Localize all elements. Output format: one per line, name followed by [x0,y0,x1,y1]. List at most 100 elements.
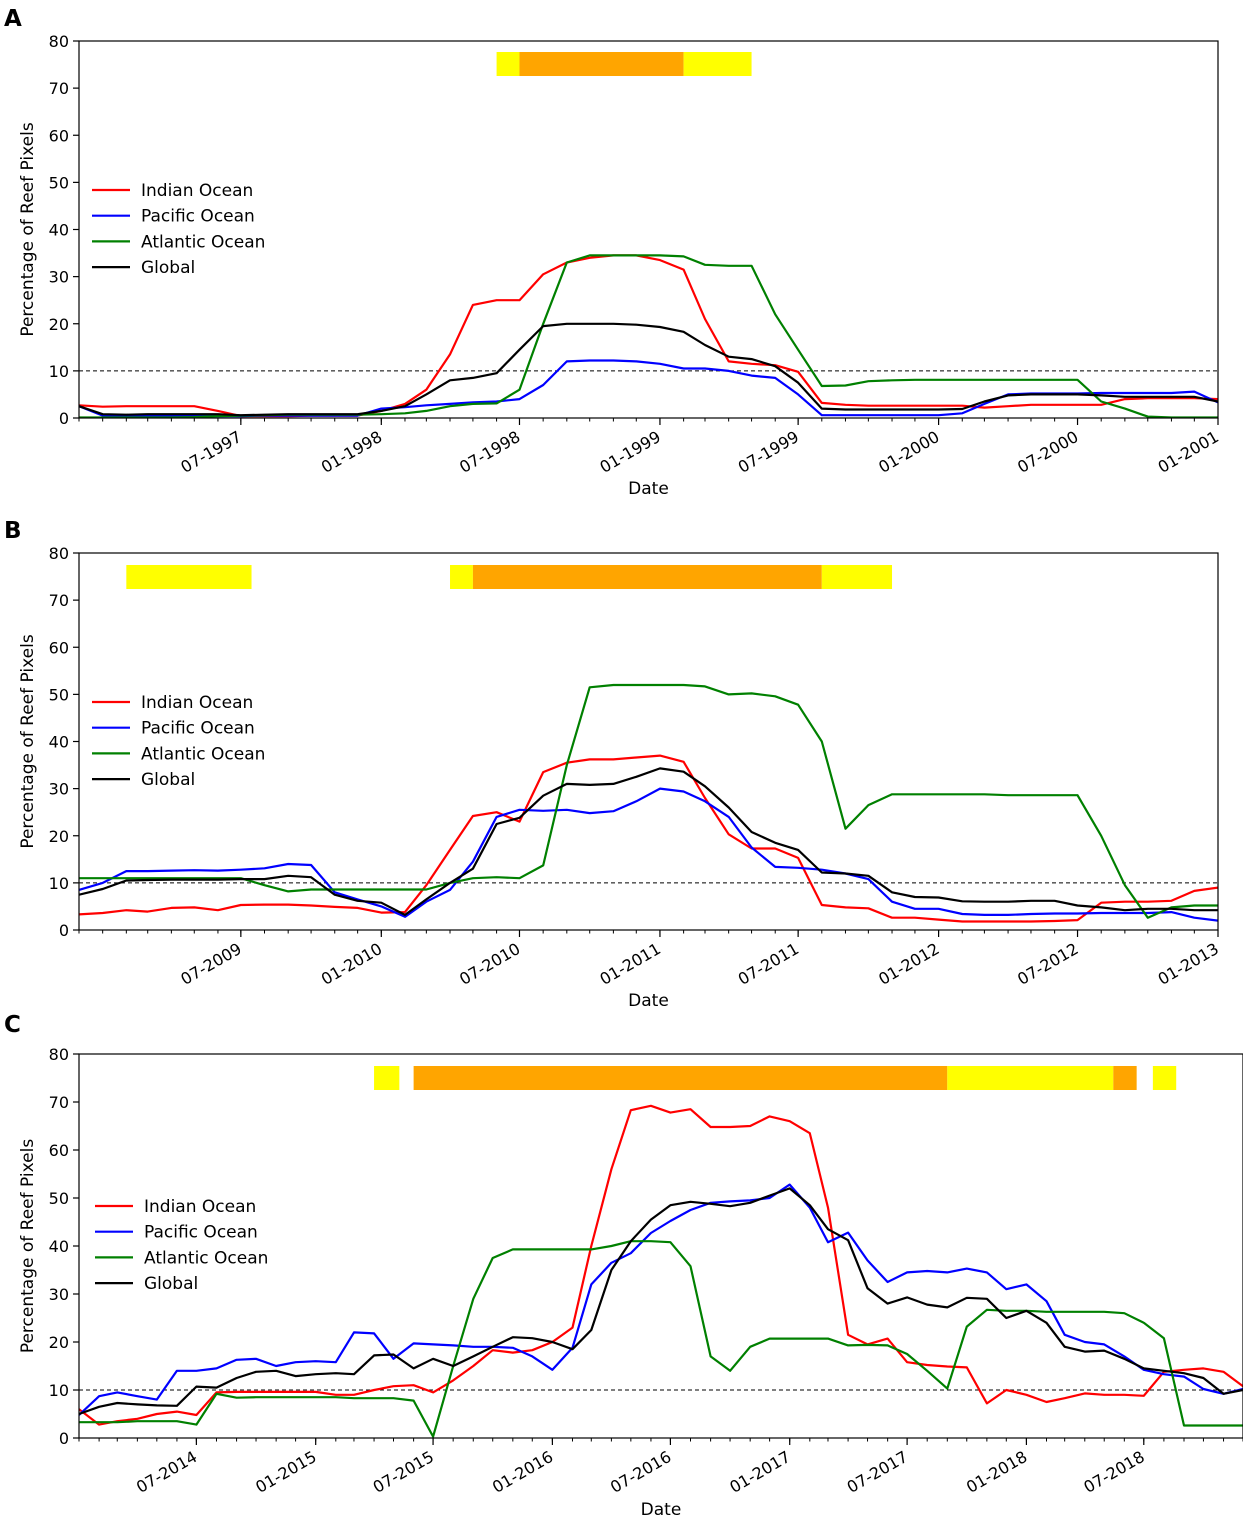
legend-label: Indian Ocean [144,1197,256,1217]
x-tick-label: 01-1998 [318,427,385,477]
bleaching-alert-band [821,565,893,589]
x-axis-label: Date [628,991,669,1011]
x-tick-label: 07-2010 [456,939,523,989]
y-tick-label: 80 [49,544,69,563]
legend-label: Pacific Ocean [144,1223,258,1243]
panel-b: 0 10 20 30 40 50 60 70 80 07-2009 01-2010 07-2010 01… [4,518,1222,1011]
y-tick-label: 60 [49,638,69,657]
x-tick-label: 07-2009 [177,939,244,989]
x-axis-label: Date [641,1500,682,1520]
x-tick-label: 01-2018 [963,1447,1030,1497]
x-axis-label: Date [628,479,669,499]
y-tick-label: 10 [49,362,69,381]
x-tick-label: 07-2018 [1080,1447,1147,1497]
y-tick-label: 70 [49,1093,69,1112]
legend-label: Atlantic Ocean [141,744,265,764]
y-tick-label: 20 [49,1333,69,1352]
x-tick-label: 01-2001 [1155,427,1222,477]
series-line-global [79,322,1218,417]
x-tick-label: 07-2016 [607,1447,674,1497]
y-tick-label: 50 [49,173,69,192]
y-tick-label: 0 [59,409,69,428]
y-tick-label: 40 [49,733,69,752]
panel-a: 0 10 20 30 40 50 60 70 80 07-1997 01-1998 07-1998 01… [4,6,1222,499]
series-line-pacific-ocean [79,787,1218,922]
x-tick-label: 01-2010 [318,939,385,989]
bleaching-alert-band [683,52,752,76]
x-tick-label: 07-2015 [370,1447,437,1497]
y-tick-label: 60 [49,126,69,145]
y-tick-label: 30 [49,268,69,287]
x-tick-label: 01-2017 [726,1447,793,1497]
series-line-global [79,767,1218,917]
y-tick-label: 20 [49,827,69,846]
x-tick-label: 01-2012 [875,939,942,989]
series-line-indian-ocean [79,254,1218,418]
y-tick-label: 0 [59,1429,69,1448]
legend-label: Global [144,1274,198,1294]
legend-label: Indian Ocean [141,181,253,201]
panel-label: B [4,518,22,544]
legend-label: Pacific Ocean [141,207,255,227]
bleaching-alert-band [947,1066,1114,1090]
panel-label: A [4,6,22,32]
x-tick-label: 07-1997 [177,427,244,477]
series-line-indian-ocean [79,754,1218,923]
series-line-indian-ocean [79,1104,1243,1426]
y-tick-label: 30 [49,780,69,799]
y-tick-label: 10 [49,874,69,893]
y-tick-label: 50 [49,1189,69,1208]
x-tick-label: 01-1999 [597,427,664,477]
legend-label: Global [141,770,195,790]
bleaching-alert-band [374,1066,400,1090]
y-axis-label: Percentage of Reef Pixels [18,122,38,337]
x-tick-label: 07-2012 [1014,939,1081,989]
x-tick-label: 07-2011 [735,939,802,989]
bleaching-alert-band [472,565,822,589]
x-tick-label: 01-2011 [597,939,664,989]
y-tick-label: 70 [49,79,69,98]
bleaching-alert-band [413,1066,948,1090]
legend-label: Atlantic Ocean [144,1248,268,1268]
series-line-atlantic-ocean [79,683,1218,919]
x-tick-label: 01-2013 [1155,939,1222,989]
x-tick-label: 07-2000 [1014,427,1081,477]
bleaching-alert-band [496,52,520,76]
y-tick-label: 50 [49,685,69,704]
plot-frame [78,1053,1243,1439]
x-tick-label: 07-1998 [456,427,523,477]
y-axis-label: Percentage of Reef Pixels [18,634,38,849]
x-tick-label: 07-1999 [735,427,802,477]
legend-label: Global [141,258,195,278]
bleaching-alert-band [126,565,252,589]
legend-label: Pacific Ocean [141,719,255,739]
bleaching-alert-band [519,52,684,76]
y-tick-label: 40 [49,221,69,240]
legend-label: Indian Ocean [141,693,253,713]
x-tick-label: 07-2014 [133,1447,200,1497]
bleaching-alert-band [1113,1066,1137,1090]
y-tick-label: 40 [49,1237,69,1256]
series-line-pacific-ocean [79,1183,1243,1416]
y-tick-label: 30 [49,1285,69,1304]
legend-label: Atlantic Ocean [141,232,265,252]
series-line-global [79,1187,1243,1416]
panel-label: C [4,1012,21,1038]
x-tick-label: 01-2016 [489,1447,556,1497]
plot-frame [78,552,1219,931]
y-tick-label: 80 [49,1045,69,1064]
y-tick-label: 70 [49,591,69,610]
panel-c: 0 10 20 30 40 50 60 70 80 07-2014 01-2015 07-2015 01… [4,1012,1243,1520]
y-tick-label: 20 [49,315,69,334]
x-tick-label: 07-2017 [844,1447,911,1497]
x-tick-label: 01-2015 [252,1447,319,1497]
bleaching-alert-band [1152,1066,1177,1090]
plot-frame [78,40,1219,419]
x-tick-label: 01-2000 [875,427,942,477]
y-tick-label: 80 [49,32,69,51]
y-tick-label: 60 [49,1141,69,1160]
series-line-atlantic-ocean [79,1240,1243,1438]
bleaching-alert-band [450,565,473,589]
y-axis-label: Percentage of Reef Pixels [18,1139,38,1354]
